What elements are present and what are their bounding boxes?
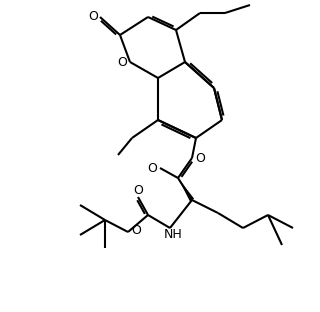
Polygon shape [178, 178, 194, 201]
Text: O: O [117, 56, 127, 69]
Text: NH: NH [164, 228, 182, 241]
Text: O: O [133, 183, 143, 197]
Text: O: O [147, 162, 157, 174]
Text: O: O [195, 152, 205, 164]
Text: O: O [131, 223, 141, 236]
Text: O: O [88, 9, 98, 22]
